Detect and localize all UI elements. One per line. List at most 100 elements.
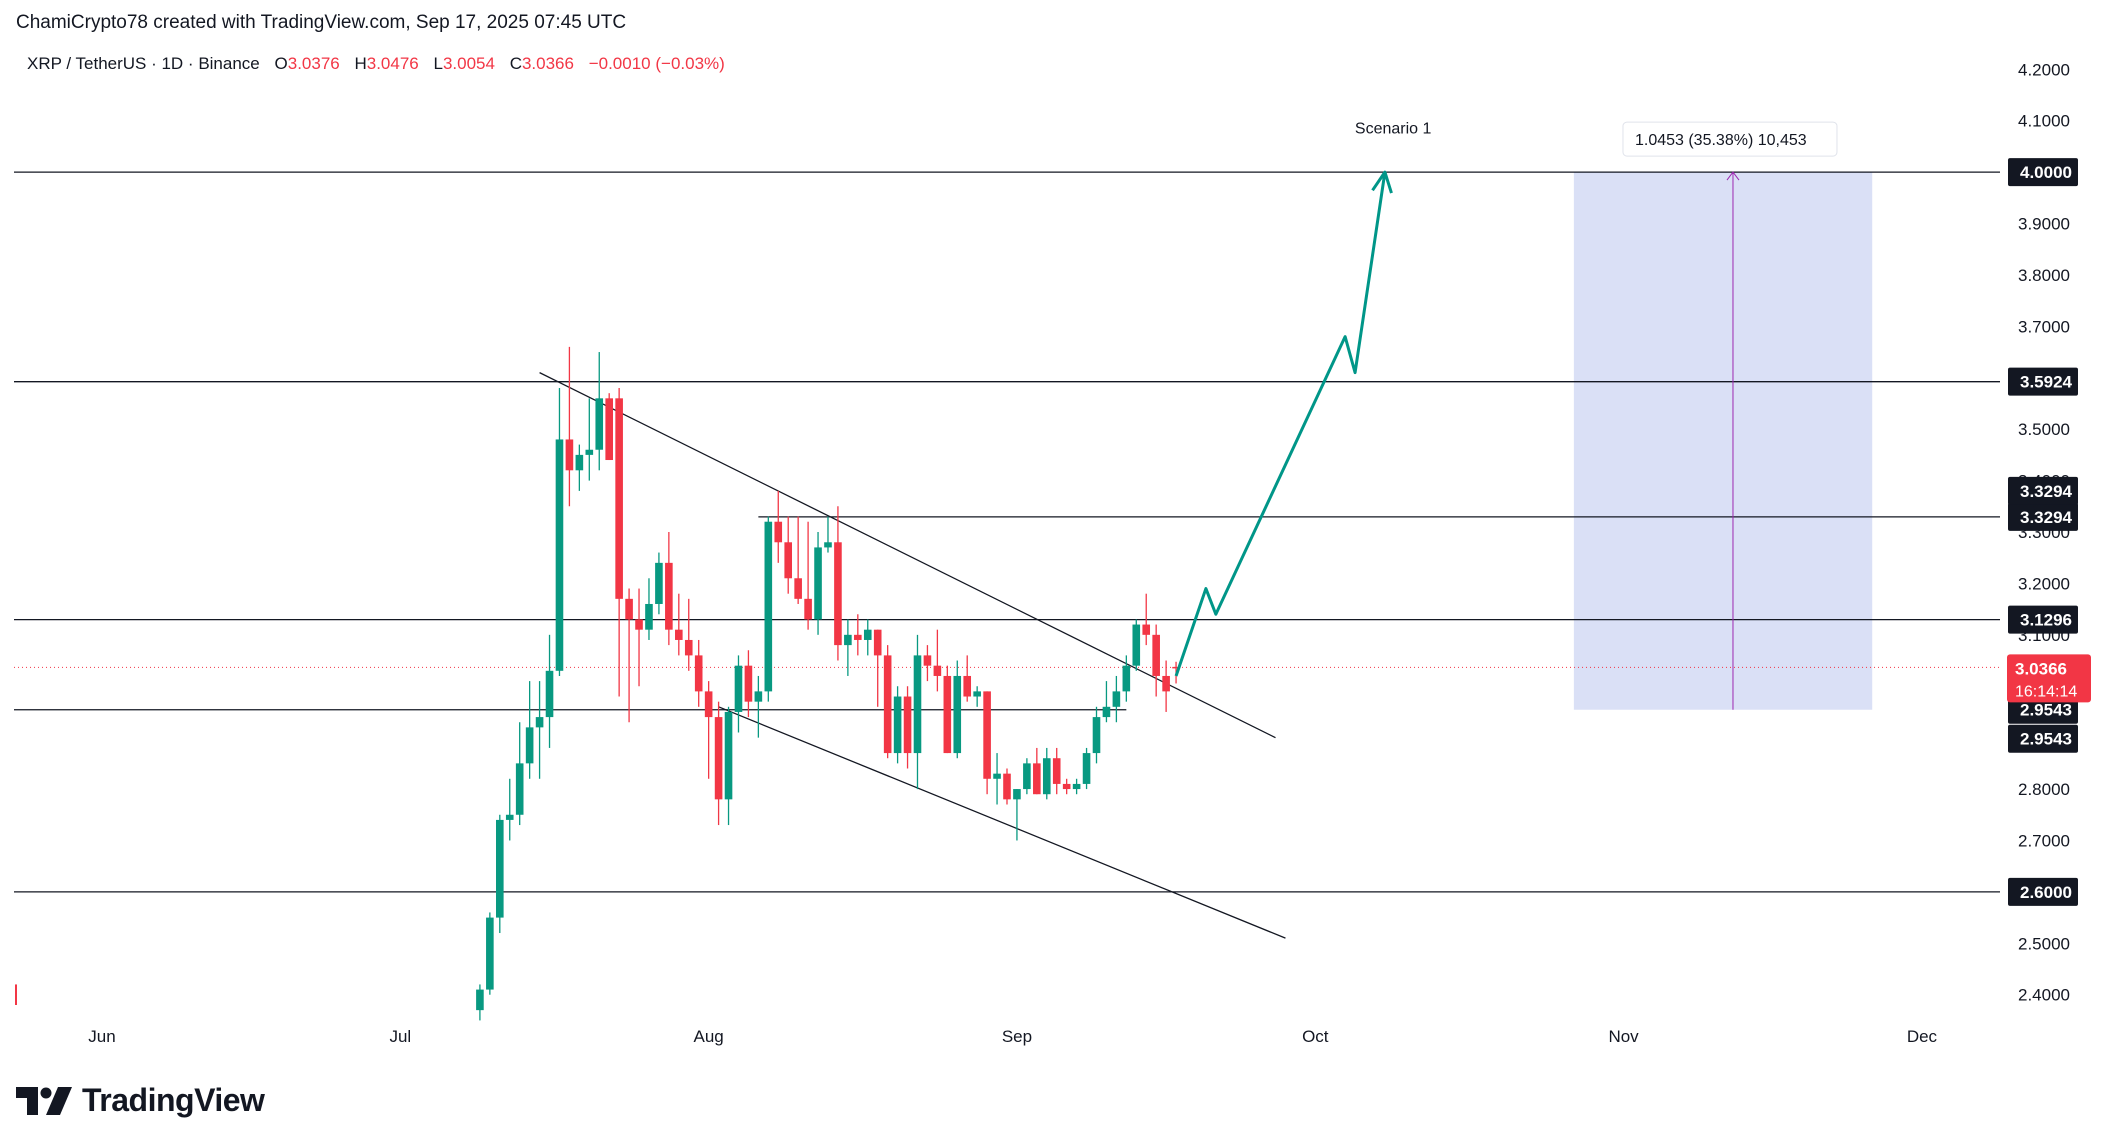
candle[interactable]: [734, 655, 743, 733]
candle[interactable]: [1102, 681, 1111, 723]
candle-body: [655, 562, 663, 604]
candle[interactable]: [923, 645, 932, 682]
candle[interactable]: [844, 619, 852, 676]
candle[interactable]: [993, 753, 1001, 805]
candle[interactable]: [863, 619, 872, 656]
candle[interactable]: [1162, 660, 1170, 712]
candle[interactable]: [873, 629, 882, 707]
candle[interactable]: [724, 706, 733, 826]
price-level-badge-bg: [2008, 605, 2078, 634]
candles-layer[interactable]: [15, 346, 1180, 1021]
candle[interactable]: [854, 614, 862, 656]
candle[interactable]: [714, 701, 723, 826]
candle[interactable]: [575, 444, 584, 491]
candle[interactable]: [1033, 747, 1041, 795]
candle[interactable]: [605, 393, 613, 461]
candle[interactable]: [784, 516, 793, 594]
candle[interactable]: [1023, 758, 1031, 795]
price-tick-label: 4.1000: [2018, 112, 2070, 131]
candle-body: [694, 655, 703, 692]
candle[interactable]: [883, 645, 892, 759]
candle[interactable]: [625, 588, 633, 723]
candle[interactable]: [1052, 747, 1061, 795]
candle[interactable]: [555, 388, 564, 676]
candle-body: [555, 439, 564, 671]
candle[interactable]: [535, 681, 544, 779]
candle[interactable]: [1042, 747, 1051, 800]
symbol-legend[interactable]: XRP / TetherUS · 1D · Binance O3.0376 H3…: [27, 54, 725, 73]
candle[interactable]: [973, 686, 981, 707]
candle[interactable]: [694, 639, 703, 707]
candle[interactable]: [655, 552, 663, 615]
candle[interactable]: [1112, 675, 1121, 723]
candle[interactable]: [635, 588, 643, 687]
candle[interactable]: [744, 650, 753, 718]
candle[interactable]: [1092, 706, 1101, 764]
price-level-badge-bg: [2008, 724, 2078, 753]
candle[interactable]: [1013, 789, 1021, 841]
candle-body: [883, 655, 892, 754]
price-tick-label: 3.7000: [2018, 317, 2070, 336]
price-axis[interactable]: 2.40002.50002.70002.80003.10003.20003.30…: [2007, 60, 2091, 1005]
candle[interactable]: [913, 634, 922, 790]
candle[interactable]: [684, 598, 693, 671]
candle[interactable]: [804, 521, 812, 630]
candle[interactable]: [963, 655, 972, 702]
candle[interactable]: [1152, 624, 1160, 697]
lower-channel-line: [718, 706, 1286, 939]
price-level-badge: 3.3294: [2020, 508, 2073, 527]
candle[interactable]: [1072, 778, 1081, 795]
candle[interactable]: [943, 665, 952, 754]
price-tick-label: 2.7000: [2018, 831, 2070, 850]
candle[interactable]: [1122, 655, 1131, 702]
candle[interactable]: [903, 686, 912, 769]
candle[interactable]: [834, 506, 842, 661]
candle[interactable]: [774, 490, 783, 563]
candle[interactable]: [794, 516, 802, 604]
candle[interactable]: [1132, 619, 1141, 671]
candle[interactable]: [595, 352, 604, 471]
tradingview-logo[interactable]: TradingView: [16, 1082, 265, 1119]
price-tick-label: 3.5000: [2018, 420, 2070, 439]
candle-body: [933, 665, 942, 676]
candle[interactable]: [1082, 747, 1091, 790]
candle[interactable]: [1142, 593, 1151, 646]
candle-body: [1023, 763, 1031, 790]
candle[interactable]: [824, 516, 832, 553]
time-axis[interactable]: Jun Jul Aug Sep Oct Nov Dec: [88, 1027, 1937, 1046]
candle-body: [1112, 691, 1121, 707]
candle[interactable]: [615, 388, 623, 697]
candle-body: [953, 675, 962, 754]
candle[interactable]: [764, 516, 773, 702]
candle[interactable]: [585, 398, 594, 481]
candle[interactable]: [933, 629, 942, 692]
projection-layer: Scenario 1: [1174, 121, 1431, 677]
candle[interactable]: [505, 778, 514, 841]
candle[interactable]: [983, 691, 991, 795]
candle-body: [983, 691, 991, 779]
candle[interactable]: [496, 814, 504, 934]
candle[interactable]: [953, 660, 962, 759]
price-level-badge: 2.6000: [2020, 883, 2072, 902]
candle[interactable]: [893, 686, 902, 764]
candle-body: [1003, 773, 1011, 800]
candle[interactable]: [515, 722, 524, 826]
candle[interactable]: [545, 634, 554, 748]
candle[interactable]: [665, 532, 673, 646]
candle[interactable]: [1003, 768, 1011, 805]
candle[interactable]: [704, 681, 713, 779]
candle-body: [844, 634, 852, 646]
candle[interactable]: [754, 675, 763, 738]
candle[interactable]: [645, 578, 653, 640]
candle[interactable]: [1062, 778, 1071, 795]
open-label: O: [275, 54, 288, 73]
candle[interactable]: [814, 532, 822, 635]
current-price-badge[interactable]: [2007, 654, 2091, 703]
candle[interactable]: [525, 681, 534, 779]
candle[interactable]: [675, 593, 683, 656]
candle[interactable]: [476, 984, 484, 1021]
low-label: L: [433, 54, 442, 73]
candle[interactable]: [486, 912, 494, 995]
candle[interactable]: [565, 346, 574, 507]
